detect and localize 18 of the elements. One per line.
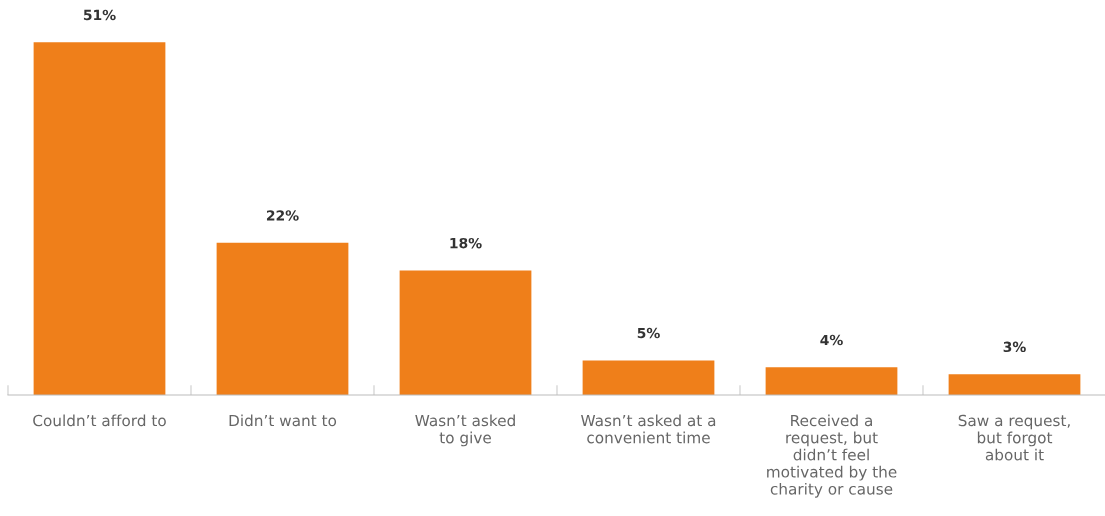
x-tick-label: Received a request, but didn’t feel motivated by the charity or cause bbox=[767, 414, 897, 498]
data-label: 22% bbox=[266, 210, 299, 221]
bar bbox=[765, 367, 898, 395]
x-tick-label: Couldn’t afford to bbox=[33, 414, 166, 427]
bar bbox=[33, 42, 166, 395]
bar bbox=[399, 270, 532, 395]
x-tick-label: Wasn’t asked to give bbox=[415, 414, 515, 447]
data-label: 5% bbox=[637, 327, 660, 339]
data-label: 3% bbox=[1003, 341, 1026, 353]
x-tick-label: Didn’t want to bbox=[229, 414, 337, 427]
data-label: 18% bbox=[450, 237, 482, 249]
x-tick-label: Wasn’t asked at a convenient time bbox=[581, 414, 716, 444]
data-label: 4% bbox=[820, 334, 843, 346]
bar bbox=[216, 242, 349, 395]
bar bbox=[948, 374, 1081, 395]
bar bbox=[582, 360, 715, 395]
data-label: 51% bbox=[83, 9, 116, 21]
x-tick-label: Saw a request, but forgot about it bbox=[958, 414, 1070, 461]
